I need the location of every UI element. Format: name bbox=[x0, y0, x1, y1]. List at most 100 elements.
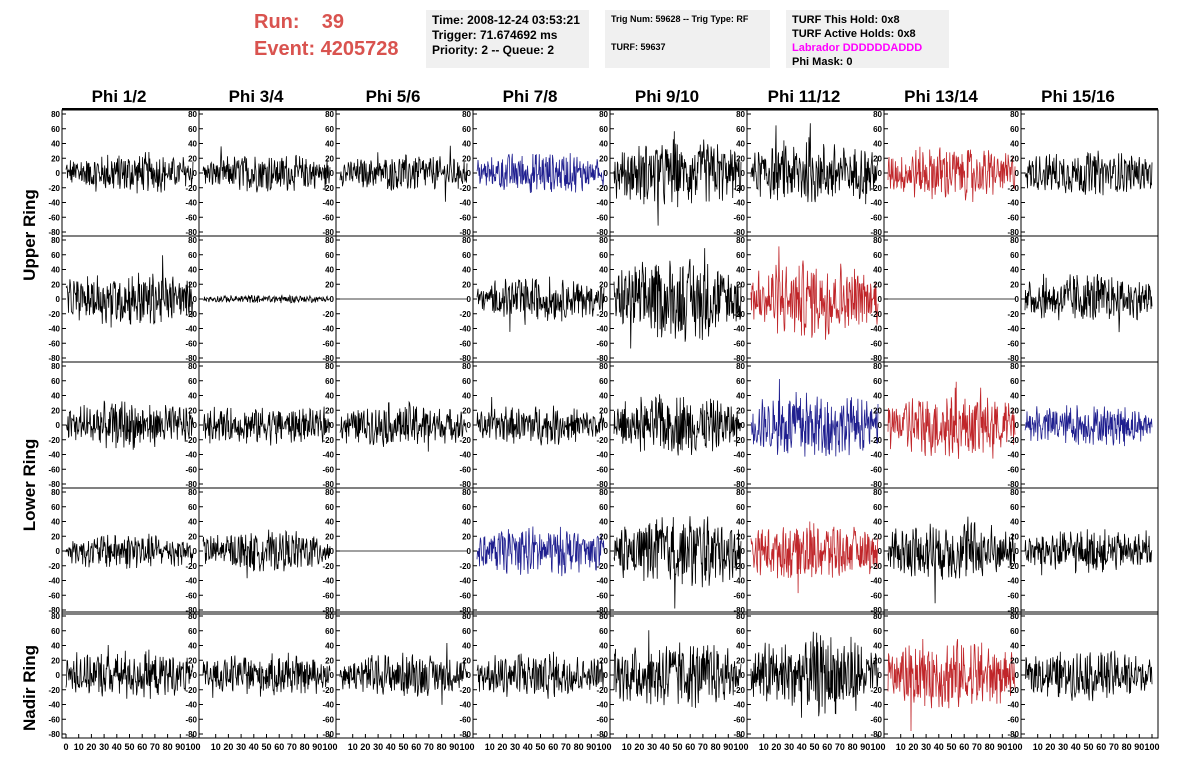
y-tick-label: -20 bbox=[1007, 310, 1019, 319]
x-tick-label: 70 bbox=[698, 742, 708, 752]
y-tick-label: 60 bbox=[736, 503, 745, 512]
x-tick-label: 20 bbox=[908, 742, 918, 752]
y-tick-label: 80 bbox=[736, 110, 745, 119]
y-tick-label: -20 bbox=[870, 310, 882, 319]
y-tick-label: 80 bbox=[325, 236, 334, 245]
y-tick-label: 0 bbox=[1015, 671, 1020, 680]
y-tick-label: 20 bbox=[599, 154, 608, 163]
y-tick-label: -80 bbox=[185, 730, 197, 739]
y-tick-label: 40 bbox=[51, 642, 60, 651]
y-tick-label: -20 bbox=[733, 686, 745, 695]
y-tick-label: 80 bbox=[188, 488, 197, 497]
panel-r1-c6: 80 60 40 20 0 -20 -40 -60 -80 bbox=[733, 109, 885, 237]
y-tick-label: 80 bbox=[325, 612, 334, 621]
y-tick-label: -20 bbox=[733, 310, 745, 319]
x-tick-label: 90 bbox=[449, 742, 459, 752]
time-text: Time: 2008-12-24 03:53:21 bbox=[432, 13, 580, 27]
waveform-trace bbox=[1024, 405, 1153, 447]
x-tick-label: 90 bbox=[312, 742, 322, 752]
y-tick-label: -60 bbox=[48, 591, 60, 600]
trig-num-text: Trig Num: 59628 -- Trig Type: RF bbox=[611, 14, 749, 24]
x-tick-label: 60 bbox=[1096, 742, 1106, 752]
y-tick-label: 80 bbox=[599, 362, 608, 371]
y-tick-label: -80 bbox=[733, 354, 745, 363]
y-tick-label: 20 bbox=[188, 280, 197, 289]
y-tick-label: -20 bbox=[870, 686, 882, 695]
x-tick-label: 60 bbox=[959, 742, 969, 752]
panel-r3-c6: 80 60 40 20 0 -20 -40 -60 -80 bbox=[733, 361, 885, 489]
x-tick-label: 80 bbox=[848, 742, 858, 752]
y-tick-label: 20 bbox=[51, 154, 60, 163]
y-tick-label: -20 bbox=[870, 436, 882, 445]
y-tick-label: 60 bbox=[325, 251, 334, 260]
y-tick-label: -20 bbox=[733, 184, 745, 193]
y-tick-label: 40 bbox=[51, 392, 60, 401]
y-tick-label: 20 bbox=[599, 406, 608, 415]
panel-r2-c7: 80 60 40 20 0 -20 -40 -60 -80 bbox=[870, 235, 1022, 363]
y-tick-label: -40 bbox=[185, 199, 197, 208]
y-tick-label: -20 bbox=[459, 562, 471, 571]
y-tick-label: 80 bbox=[873, 362, 882, 371]
x-tick-label: 50 bbox=[1083, 742, 1093, 752]
waveform-trace bbox=[202, 146, 331, 193]
panel-r5-c1: 80 60 40 20 0 -20 -40 -60 -80 bbox=[48, 611, 200, 739]
y-tick-label: 80 bbox=[736, 488, 745, 497]
waveform-trace bbox=[887, 516, 1016, 604]
y-tick-label: -20 bbox=[596, 436, 608, 445]
y-tick-label: -20 bbox=[459, 436, 471, 445]
waveform-trace bbox=[613, 131, 742, 226]
y-tick-label: 20 bbox=[462, 406, 471, 415]
y-tick-label: -20 bbox=[870, 562, 882, 571]
x-tick-label: 80 bbox=[300, 742, 310, 752]
y-tick-label: 60 bbox=[599, 251, 608, 260]
y-tick-label: 0 bbox=[878, 547, 883, 556]
x-tick-label: 70 bbox=[287, 742, 297, 752]
y-tick-label: 40 bbox=[736, 140, 745, 149]
y-tick-label: 40 bbox=[736, 518, 745, 527]
x-tick-label: 100 bbox=[185, 742, 200, 752]
y-tick-label: 60 bbox=[1010, 627, 1019, 636]
timing-info-box: Time: 2008-12-24 03:53:21 Trigger: 71.67… bbox=[426, 10, 589, 68]
y-tick-label: -60 bbox=[322, 339, 334, 348]
panel-frame bbox=[883, 361, 1022, 489]
y-tick-label: 80 bbox=[736, 612, 745, 621]
x-tick-label: 50 bbox=[809, 742, 819, 752]
y-tick-label: 60 bbox=[325, 377, 334, 386]
waveform-trace bbox=[750, 521, 879, 594]
x-tick-label: 80 bbox=[437, 742, 447, 752]
y-tick-label: -60 bbox=[459, 715, 471, 724]
phi-mask-text: Phi Mask: 0 bbox=[792, 56, 853, 68]
x-tick-label: 60 bbox=[548, 742, 558, 752]
y-tick-label: 40 bbox=[1010, 140, 1019, 149]
y-tick-label: 40 bbox=[599, 140, 608, 149]
panel-r4-c8: 80 60 40 20 0 -20 -40 -60 -80 bbox=[1007, 487, 1159, 615]
panel-r2-c2: 80 60 40 20 0 -20 -40 -60 -80 bbox=[185, 235, 337, 363]
y-tick-label: -60 bbox=[459, 465, 471, 474]
x-tick-label: 40 bbox=[660, 742, 670, 752]
y-tick-label: 0 bbox=[467, 295, 472, 304]
y-tick-label: 60 bbox=[736, 125, 745, 134]
panel-r2-c3: 80 60 40 20 0 -20 -40 -60 -80 bbox=[322, 235, 474, 363]
y-tick-label: 0 bbox=[467, 169, 472, 178]
y-tick-label: 20 bbox=[599, 532, 608, 541]
y-tick-label: -60 bbox=[48, 465, 60, 474]
y-tick-label: -60 bbox=[870, 213, 882, 222]
y-tick-label: -20 bbox=[459, 184, 471, 193]
panel-r4-c2: 80 60 40 20 0 -20 -40 -60 -80 bbox=[185, 487, 337, 615]
x-tick-label: 50 bbox=[261, 742, 271, 752]
y-tick-label: 0 bbox=[604, 547, 609, 556]
y-tick-label: 20 bbox=[736, 406, 745, 415]
y-tick-label: 60 bbox=[462, 125, 471, 134]
y-tick-label: 40 bbox=[1010, 266, 1019, 275]
y-tick-label: 40 bbox=[1010, 642, 1019, 651]
y-tick-label: 60 bbox=[873, 377, 882, 386]
y-tick-label: -80 bbox=[322, 730, 334, 739]
x-tick-label: 40 bbox=[797, 742, 807, 752]
y-tick-label: 20 bbox=[1010, 532, 1019, 541]
waveform-trace bbox=[476, 526, 605, 577]
y-tick-label: 80 bbox=[599, 488, 608, 497]
y-tick-label: 0 bbox=[330, 295, 335, 304]
y-tick-label: -60 bbox=[459, 213, 471, 222]
y-tick-label: -40 bbox=[1007, 701, 1019, 710]
y-tick-label: -60 bbox=[185, 339, 197, 348]
